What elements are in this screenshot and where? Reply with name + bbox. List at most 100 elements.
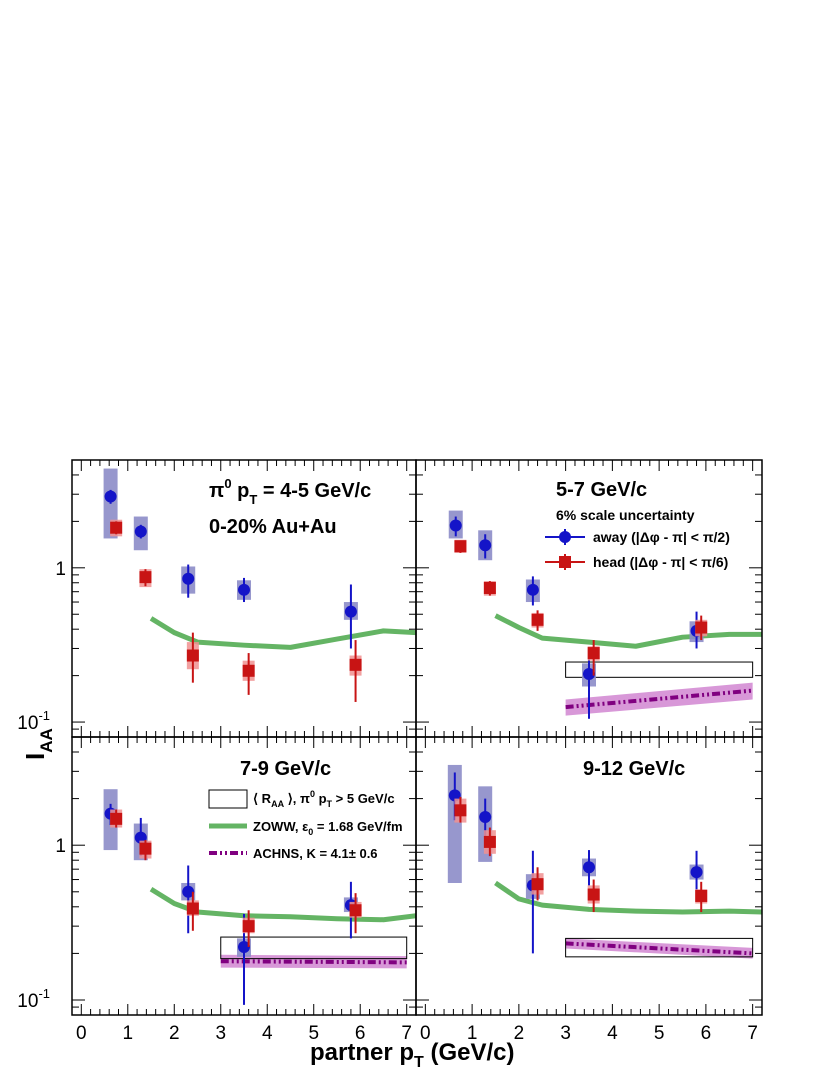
raa-box <box>565 661 754 678</box>
legend-raa-label: ⟨ RAA ⟩, π0 pT > 5 GeV/c <box>253 789 395 809</box>
zoww-curve <box>494 880 762 915</box>
point-head <box>186 902 199 915</box>
point-head <box>531 878 544 891</box>
plot-area <box>447 764 762 959</box>
panels: 1 10-1 π0 pT = 4-5 GeV/c 0-20% Au+Au 5-7 GeV… <box>17 459 763 1044</box>
point-away <box>182 885 195 898</box>
legend-head-label: head (|Δφ - π| < π/6) <box>593 554 728 570</box>
point-head <box>587 888 600 901</box>
legend-achns-entry: ACHNS, K = 4.1± 0.6 <box>209 846 378 861</box>
x-tick-label: 2 <box>169 1023 180 1044</box>
legend-head-marker <box>559 556 571 568</box>
zoww-curve <box>494 613 762 649</box>
legend-achns-label: ACHNS, K = 4.1± 0.6 <box>253 846 378 861</box>
point-head <box>531 613 544 626</box>
panel-top-left: 1 10-1 π0 pT = 4-5 GeV/c 0-20% Au+Au <box>17 459 417 738</box>
x-tick-label: 0 <box>76 1023 87 1044</box>
point-head <box>454 540 467 553</box>
legend-away-entry: away (|Δφ - π| < π/2) <box>545 529 730 545</box>
panel-title: π0 pT = 4-5 GeV/c <box>209 476 371 507</box>
point-head <box>695 889 708 902</box>
panel-bottom-left: 0 1 2 3 4 5 6 7 1 10-1 7-9 GeV/c <box>17 736 417 1044</box>
legend-raa-entry: ⟨ RAA ⟩, π0 pT > 5 GeV/c <box>208 789 395 809</box>
x-tick-label: 1 <box>122 1023 133 1044</box>
series-away <box>103 468 358 649</box>
x-tick-label: 4 <box>607 1023 618 1044</box>
x-tick-label: 5 <box>654 1023 665 1044</box>
x-tick-label: 7 <box>747 1023 758 1044</box>
point-away <box>134 525 147 538</box>
legend-scale-note: 6% scale uncertainty <box>556 507 695 523</box>
series-head <box>454 539 708 676</box>
plot-area <box>103 789 416 1005</box>
achns-line <box>220 959 407 965</box>
point-head <box>349 904 362 917</box>
raa-box <box>565 937 754 958</box>
y-axis-title: IAA <box>20 728 56 760</box>
point-head <box>242 920 255 933</box>
x-tick-label: 1 <box>467 1023 478 1044</box>
y-tick-label: 1 <box>55 836 66 857</box>
point-away <box>182 572 195 585</box>
x-tick-label: 2 <box>514 1023 525 1044</box>
point-head <box>454 804 467 817</box>
legend: 6% scale uncertainty away (|Δφ - π| < π/… <box>208 507 730 861</box>
achns-band <box>565 938 753 959</box>
x-tick-label: 0 <box>420 1023 431 1044</box>
point-head <box>349 658 362 671</box>
y-tick-label: 1 <box>55 559 66 580</box>
zoww-curve <box>149 616 416 650</box>
panel-title: 7-9 GeV/c <box>240 758 331 780</box>
panel-title: 5-7 GeV/c <box>556 479 647 501</box>
panel-top-right: 5-7 GeV/c <box>415 459 763 738</box>
series-away <box>447 764 704 954</box>
series-head <box>110 519 362 702</box>
x-tick-label: 4 <box>262 1023 273 1044</box>
legend-head-entry: head (|Δφ - π| < π/6) <box>545 554 728 570</box>
point-head <box>139 842 152 855</box>
panel-frame <box>415 736 763 1016</box>
x-axis-title: partner pT (GeV/c) <box>310 1039 515 1071</box>
point-head <box>587 647 600 660</box>
point-head <box>483 835 496 848</box>
legend-zoww-label: ZOWW, ε0 = 1.68 GeV/fm <box>253 819 403 837</box>
raa-box <box>220 936 408 960</box>
point-away <box>134 831 147 844</box>
legend-away-marker <box>559 531 571 543</box>
x-tick-label: 7 <box>401 1023 412 1044</box>
x-tick-label: 3 <box>215 1023 226 1044</box>
point-away <box>238 583 250 596</box>
zoww-curve <box>149 887 416 923</box>
point-away <box>690 866 703 879</box>
x-tick-label: 3 <box>560 1023 571 1044</box>
legend-away-label: away (|Δφ - π| < π/2) <box>593 529 730 545</box>
series-head <box>110 809 362 947</box>
point-away <box>104 490 117 503</box>
plot-area <box>103 468 416 702</box>
legend-zoww-entry: ZOWW, ε0 = 1.68 GeV/fm <box>209 819 403 837</box>
panel-title: 9-12 GeV/c <box>583 758 685 780</box>
point-away <box>344 605 357 618</box>
point-away <box>449 519 462 532</box>
series-head <box>454 796 708 913</box>
point-away <box>583 861 595 874</box>
achns-band <box>565 682 753 716</box>
point-away <box>238 940 250 953</box>
x-tick-label: 6 <box>355 1023 366 1044</box>
point-away <box>448 789 461 802</box>
point-head <box>110 812 123 825</box>
point-away <box>479 811 492 824</box>
point-head <box>695 621 708 634</box>
point-head <box>139 571 152 584</box>
y-tick-label: 10-1 <box>17 708 50 734</box>
panel-subtitle: 0-20% Au+Au <box>209 516 337 538</box>
plot-area <box>448 510 762 719</box>
x-tick-label: 6 <box>701 1023 712 1044</box>
point-away <box>479 539 492 552</box>
y-tick-label: 10-1 <box>17 986 50 1012</box>
point-head <box>483 581 496 594</box>
point-head <box>110 521 123 534</box>
point-head <box>242 664 255 677</box>
x-tick-label: 5 <box>308 1023 319 1044</box>
